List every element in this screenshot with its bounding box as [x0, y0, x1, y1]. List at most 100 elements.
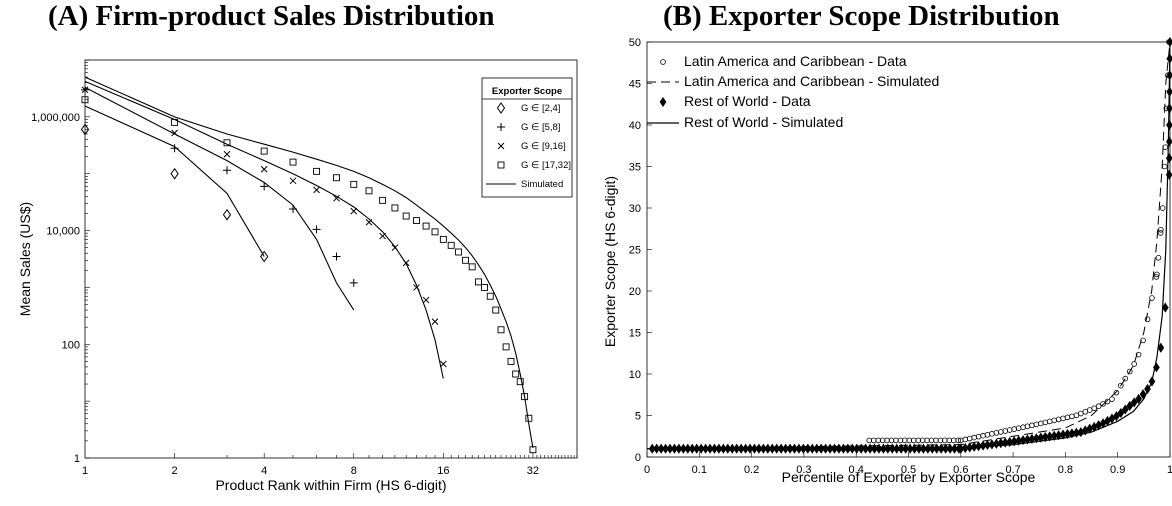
chart-a-data-point-square	[402, 212, 410, 220]
chart-a-data-point-x	[413, 284, 420, 291]
chart-b-lac-data-point	[1162, 144, 1169, 150]
chart-b-lac-data-point	[993, 430, 1000, 436]
chart-b-row-data-point	[906, 443, 914, 454]
chart-b-row-data-point	[915, 443, 923, 454]
chart-b-y-tick-label: 30	[629, 203, 641, 215]
chart-a-data-point-square	[431, 228, 439, 236]
chart-a-simulated-line-x	[84, 80, 444, 379]
chart-b-lac-data-point	[1155, 254, 1162, 261]
chart-b-series-lac-data	[866, 39, 1172, 444]
chart-b-row-data-point	[1130, 397, 1138, 408]
chart-a-simulated-line-square	[84, 76, 534, 449]
chart-b-lac-data-point	[1158, 226, 1164, 233]
chart-a-legend-entry: G ∈ [5,8]	[521, 122, 560, 133]
chart-b-row-data-point	[933, 443, 941, 454]
chart-b-lac-data-point	[1135, 351, 1142, 358]
chart-b-lac-data-point	[1055, 416, 1062, 423]
chart-b-x-axis-label: Percentile of Exporter by Exporter Scope	[782, 469, 1036, 485]
chart-a-data-point-square	[497, 326, 505, 334]
chart-a-data-point-x	[431, 318, 439, 326]
chart-a-data-point-square	[468, 263, 476, 271]
chart-a-data-point-x	[422, 296, 430, 304]
chart-a-simulated-line-plus	[84, 86, 355, 311]
chart-a-data-point-x	[333, 194, 340, 202]
chart-a-data-point-square	[512, 370, 520, 378]
chart-a-data-point-x	[365, 218, 373, 226]
chart-b-lac-data-point	[1113, 389, 1120, 396]
chart-b-row-data-point	[897, 443, 905, 454]
chart-b-y-tick-label: 25	[629, 245, 641, 257]
chart-b-lac-data-point	[984, 431, 991, 438]
chart-a-data-point-square	[81, 96, 89, 104]
chart-a-y-tick-label: 10,000	[46, 226, 80, 238]
chart-b-legend-entry: Latin America and Caribbean - Simulated	[684, 73, 939, 89]
chart-b-row-data-point	[920, 443, 927, 454]
chart-a-data-point-square	[529, 446, 537, 454]
chart-a-data-point-plus	[312, 225, 321, 234]
chart-b-row-data-point	[1121, 404, 1129, 415]
chart-a-data-point-plus	[260, 182, 269, 191]
chart-a-simulated-line-diamond	[84, 105, 265, 257]
chart-a-y-tick-label: 100	[62, 339, 80, 351]
chart-b-lac-data-point	[1122, 375, 1129, 382]
chart-a-series-x	[81, 80, 447, 379]
chart-b-x-tick-label: 0.1	[692, 464, 707, 476]
chart-a-data-point-square	[350, 180, 358, 188]
chart-a-data-point-square	[502, 343, 510, 351]
chart-b-lac-data-point	[1149, 295, 1155, 301]
chart-a-x-tick-label: 2	[172, 465, 178, 477]
chart-b-lac-data-point	[1126, 368, 1133, 375]
chart-a-data-point-x	[439, 360, 447, 368]
chart-a-data-point-square	[313, 167, 321, 175]
chart-b-lac-data-point	[1100, 401, 1106, 407]
chart-b-lac-data-point	[1140, 337, 1146, 344]
chart-b-row-data-point	[1165, 153, 1172, 164]
chart-a-data-point-square	[507, 357, 515, 365]
chart-a-data-point-square	[455, 248, 463, 256]
chart-b-row-data-point	[893, 443, 901, 454]
chart-b-lac-data-point	[1060, 415, 1066, 422]
chart-b-x-tick-label: 0.2	[744, 464, 759, 476]
chart-b-lac-data-point	[998, 429, 1004, 435]
chart-b-x-tick-label: 0.9	[1110, 464, 1125, 476]
chart-a-legend-entry: Simulated	[521, 179, 563, 190]
chart-b-row-data-point	[924, 443, 932, 454]
chart-b-lac-data-point	[1046, 418, 1053, 425]
chart-a-data-point-square	[492, 306, 500, 314]
chart-a-data-point-square	[333, 174, 340, 182]
chart-a-data-point-square	[289, 158, 297, 166]
chart-a-legend-title: Exporter Scope	[492, 86, 562, 97]
chart-a-data-point-square	[391, 204, 399, 212]
chart-b-lac-data-point	[962, 436, 969, 443]
chart-a-y-tick-label: 1,000,000	[31, 112, 80, 124]
chart-b-legend-marker-open-circle	[660, 59, 666, 65]
chart-a-data-point-square	[379, 196, 387, 204]
chart-b-row-data-point	[911, 443, 918, 454]
chart-b-x-tick-label: 0.3	[796, 464, 811, 476]
chart-a-x-tick-label: 1	[82, 465, 88, 477]
chart-a-series-diamond	[80, 105, 269, 263]
chart-b-row-data-point	[880, 443, 887, 454]
chart-b-lac-data-point	[1042, 419, 1049, 426]
chart-b-y-tick-label: 45	[629, 79, 641, 91]
chart-a-x-tick-label: 8	[351, 465, 357, 477]
chart-a-data-point-x	[402, 259, 410, 267]
chart-b-lac-data-point	[1144, 316, 1151, 323]
chart-b-row-data-point	[946, 443, 954, 454]
chart-a-legend: Exporter Scope G ∈ [2,4] G ∈ [5,8] G ∈ [9,1…	[481, 77, 573, 198]
chart-b-lac-data-point	[1006, 427, 1013, 433]
chart-b-row-data-point	[1126, 400, 1134, 411]
chart-b-lac-data-point	[966, 435, 973, 442]
chart-a-x-tick-label: 4	[261, 465, 267, 477]
chart-b-lac-data-point	[1020, 424, 1026, 431]
chart-b-lac-data-point	[1064, 414, 1071, 421]
chart-a-data-point-square	[447, 241, 455, 249]
chart-b-row-data-point	[951, 443, 958, 454]
chart-a-y-axis-label: Mean Sales (US$)	[17, 202, 33, 316]
chart-b-x-tick-label: 0.5	[901, 464, 916, 476]
chart-a-data-point-plus	[289, 204, 298, 213]
chart-a-data-point-x	[391, 244, 399, 252]
chart-b-lac-data-point	[1038, 420, 1044, 427]
